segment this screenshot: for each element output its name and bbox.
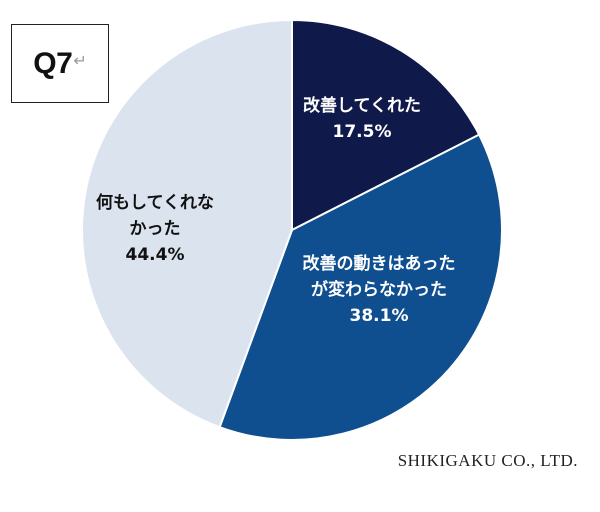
slice-category-label: 改善してくれた (303, 95, 421, 116)
return-mark-icon: ↵ (73, 51, 87, 70)
slice-nothing-done (81, 18, 293, 429)
pie-slices (81, 18, 503, 441)
slice-improved (291, 18, 481, 232)
question-badge: Q7 ↵ (11, 24, 109, 103)
slice-percent-label: 44.4% (126, 245, 185, 265)
slice-category-label: が変わらなかった (311, 279, 447, 300)
slice-category-label: かった (130, 219, 181, 239)
label-nothing-done: 何もしてくれなかった 44.4% (96, 192, 214, 265)
company-name: SHIKIGAKU CO., LTD. (397, 451, 578, 470)
slice-percent-label: 17.5% (333, 122, 392, 142)
label-improved: 改善してくれた 17.5% (303, 95, 421, 142)
slice-percent-label: 38.1% (350, 306, 409, 326)
question-number: Q7 (33, 46, 73, 80)
label-no-change: 改善の動きはあったが変わらなかった 38.1% (303, 253, 456, 326)
slice-category-label: 改善の動きはあった (303, 253, 456, 274)
pie-labels: 改善してくれた 17.5% 改善の動きはあったが変わらなかった 38.1% 何もしてくれ… (96, 95, 455, 326)
slice-no-change (218, 133, 503, 441)
slice-category-label: 何もしてくれな (96, 192, 214, 213)
